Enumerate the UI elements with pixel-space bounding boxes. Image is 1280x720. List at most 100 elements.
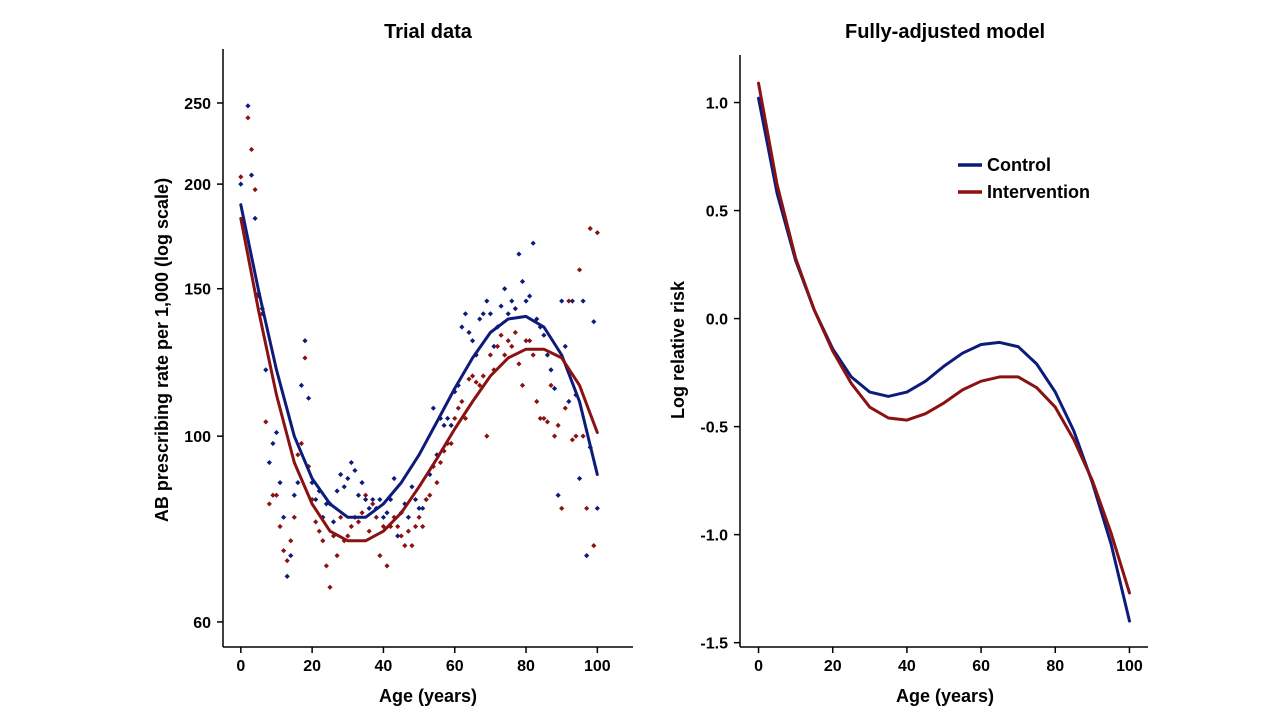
data-point (273, 492, 280, 498)
data-point (430, 405, 436, 411)
data-point (405, 528, 411, 534)
data-point (348, 459, 354, 466)
data-point (498, 303, 504, 309)
data-point (341, 484, 347, 490)
data-point (281, 514, 287, 520)
data-point (459, 398, 465, 405)
data-point (245, 115, 251, 121)
data-point (498, 332, 504, 338)
data-point (591, 543, 597, 549)
data-point (323, 563, 329, 569)
legend-label-control: Control (987, 155, 1051, 175)
data-point (505, 338, 511, 344)
data-point (363, 492, 369, 498)
x-tick-label: 20 (303, 658, 321, 675)
x-tick-label: 100 (1116, 658, 1143, 675)
data-point (291, 492, 297, 498)
data-point (502, 352, 508, 358)
data-point (313, 519, 319, 525)
x-axis-label: Age (years) (379, 686, 477, 706)
data-point (370, 496, 376, 503)
data-point (295, 480, 301, 486)
data-point (441, 422, 447, 429)
data-point (412, 496, 419, 503)
data-point (252, 187, 258, 193)
data-point (370, 501, 376, 507)
data-point (509, 298, 515, 304)
data-point (259, 311, 265, 317)
data-point (380, 514, 387, 520)
data-point (316, 528, 322, 534)
data-point (391, 475, 397, 482)
data-point (566, 398, 572, 405)
data-point (387, 523, 394, 530)
y-tick-label: -1.0 (700, 528, 728, 545)
y-tick-label: 60 (193, 615, 211, 632)
data-point (266, 501, 272, 507)
data-point (377, 496, 383, 503)
data-point (594, 505, 600, 511)
data-point (402, 501, 408, 507)
data-point (263, 419, 269, 425)
data-point (544, 352, 551, 358)
data-point (523, 338, 529, 344)
data-point (281, 547, 287, 554)
x-tick-label: 0 (754, 658, 763, 675)
data-point (320, 514, 326, 520)
data-point (484, 433, 490, 439)
data-point (359, 480, 365, 486)
data-point (469, 373, 476, 379)
data-point (584, 553, 590, 559)
data-point (548, 382, 554, 388)
data-point (480, 311, 486, 317)
data-point (469, 338, 476, 344)
data-point (487, 352, 493, 358)
y-tick-label: -0.5 (700, 420, 728, 437)
data-point (437, 415, 444, 422)
x-tick-label: 40 (375, 658, 393, 675)
data-point (284, 558, 290, 564)
x-tick-label: 0 (236, 658, 245, 675)
data-point (277, 523, 283, 530)
data-point (530, 240, 536, 246)
data-point (384, 563, 390, 569)
data-point (302, 355, 308, 361)
data-point (455, 405, 461, 411)
data-point (494, 343, 501, 349)
y-tick-label: 0.0 (706, 312, 728, 329)
y-tick-label: 200 (184, 177, 211, 194)
data-point (491, 343, 497, 349)
data-point (395, 533, 401, 539)
x-tick-label: 40 (898, 658, 916, 675)
data-point (298, 440, 305, 447)
data-point (580, 298, 586, 304)
data-point (416, 514, 422, 520)
data-point (445, 415, 451, 422)
data-point (263, 367, 269, 373)
data-point (573, 433, 579, 439)
data-point (569, 437, 575, 443)
data-point (473, 379, 479, 385)
data-point (384, 510, 390, 516)
data-point (541, 332, 547, 338)
y-axis-label: AB prescribing rate per 1,000 (log scale… (152, 178, 172, 522)
data-point (288, 538, 294, 544)
data-point (555, 422, 561, 429)
data-point (462, 311, 469, 317)
data-point (238, 174, 244, 180)
data-point (330, 533, 337, 539)
data-point (409, 484, 415, 490)
data-point (402, 543, 408, 549)
data-point (355, 519, 362, 525)
data-point (587, 225, 593, 232)
data-point (420, 523, 426, 530)
chart-title: Fully-adjusted model (845, 21, 1045, 43)
data-point (284, 573, 290, 579)
data-point (591, 319, 597, 325)
data-point (551, 385, 558, 392)
data-point (266, 459, 272, 466)
data-point (313, 496, 319, 503)
data-point (398, 533, 404, 539)
data-point (548, 367, 554, 373)
data-point (530, 352, 536, 358)
